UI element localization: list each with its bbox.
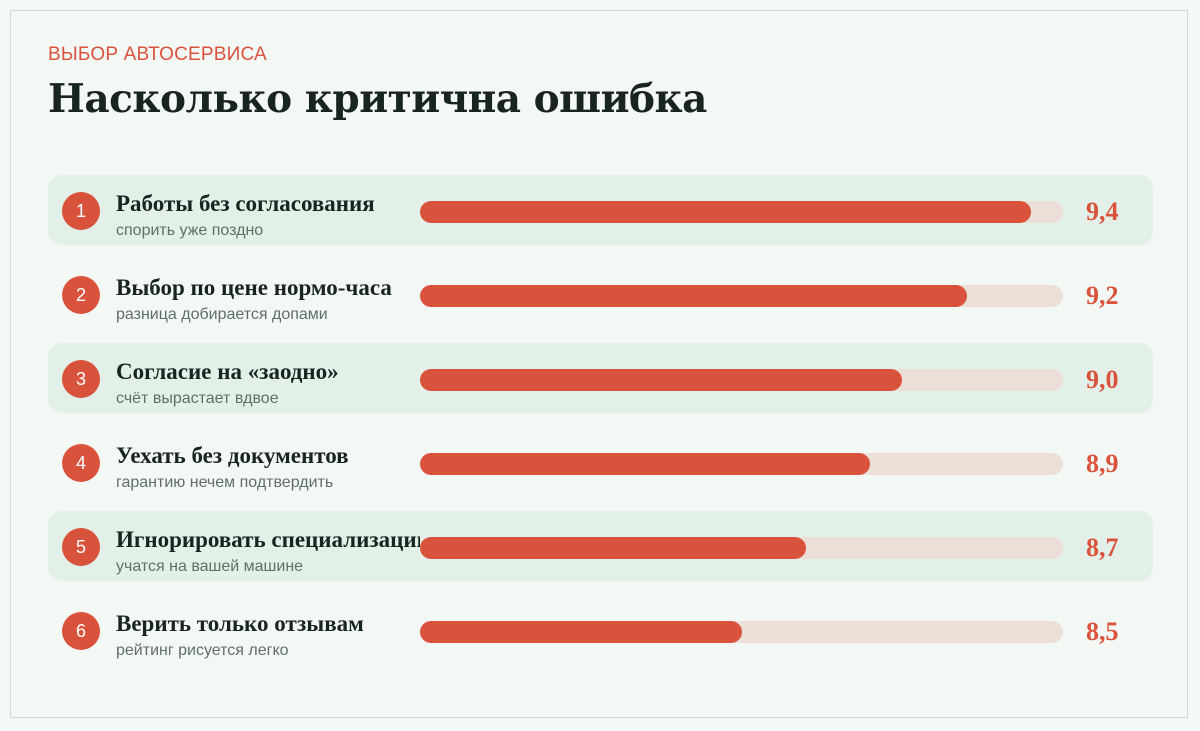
- rank-badge: 1: [62, 192, 100, 230]
- bar-track: [420, 453, 1063, 475]
- bar-sublabel: счёт вырастает вдвое: [116, 390, 279, 407]
- bar-value-label: 9,4: [1086, 197, 1119, 226]
- rank-badge: 5: [62, 528, 100, 566]
- bar-track: [420, 369, 1063, 391]
- bar-track: [420, 537, 1063, 559]
- bar-row: 5 Игнорировать специализацию учатся на ваш…: [48, 511, 1153, 581]
- bar-sublabel: разница добирается допами: [116, 306, 328, 323]
- bar-label: Выбор по цене нормо-часа: [116, 275, 392, 300]
- bar-track: [420, 201, 1063, 223]
- bar-label: Верить только отзывам: [116, 611, 364, 636]
- bar-row: 2 Выбор по цене нормо-часа разница добирае…: [48, 259, 1153, 329]
- bar-label: Работы без согласования: [116, 191, 375, 216]
- bar-label: Игнорировать специализацию: [116, 527, 420, 552]
- bar-label-wrap: Выбор по цене нормо-часа: [116, 273, 420, 303]
- bar-row: 1 Работы без согласования спорить уже позд…: [48, 175, 1153, 245]
- bar-value-label: 9,0: [1086, 365, 1119, 394]
- bar-label-wrap: Уехать без документов: [116, 441, 420, 471]
- bar-label-wrap: Работы без согласования: [116, 189, 420, 219]
- kicker: ВЫБОР АВТОСЕРВИСА: [48, 44, 267, 65]
- bar: [420, 621, 742, 643]
- bar-sublabel: рейтинг рисуется легко: [116, 642, 289, 659]
- rank-badge: 3: [62, 360, 100, 398]
- bar-sublabel: спорить уже поздно: [116, 222, 264, 239]
- bar-value-label: 9,2: [1086, 281, 1119, 310]
- bar-label-wrap: Согласие на «заодно»: [116, 357, 420, 387]
- bar-label-wrap: Игнорировать специализацию: [116, 525, 420, 555]
- bar-value-label: 8,7: [1086, 533, 1119, 562]
- bar-row: 4 Уехать без документов гарантию нечем под…: [48, 427, 1153, 497]
- bar-track: [420, 621, 1063, 643]
- bar: [420, 201, 1031, 223]
- bar-track: [420, 285, 1063, 307]
- bar: [420, 369, 902, 391]
- bar-row: 3 Согласие на «заодно» счёт вырастает вдво…: [48, 343, 1153, 413]
- rank-badge: 4: [62, 444, 100, 482]
- bar: [420, 537, 806, 559]
- bar-label: Уехать без документов: [116, 443, 349, 468]
- bar-value-label: 8,5: [1086, 617, 1119, 646]
- bar-value-label: 8,9: [1086, 449, 1119, 478]
- rank-badge: 6: [62, 612, 100, 650]
- bar-sublabel: гарантию нечем подтвердить: [116, 474, 334, 491]
- bar: [420, 285, 967, 307]
- rank-badge: 2: [62, 276, 100, 314]
- bar-label-wrap: Верить только отзывам: [116, 609, 420, 639]
- bar: [420, 453, 870, 475]
- bar-row: 6 Верить только отзывам рейтинг рисуется л…: [48, 595, 1153, 665]
- chart-title: Насколько критична ошибка: [48, 76, 707, 122]
- bar-sublabel: учатся на вашей машине: [116, 558, 304, 575]
- bar-label: Согласие на «заодно»: [116, 359, 339, 384]
